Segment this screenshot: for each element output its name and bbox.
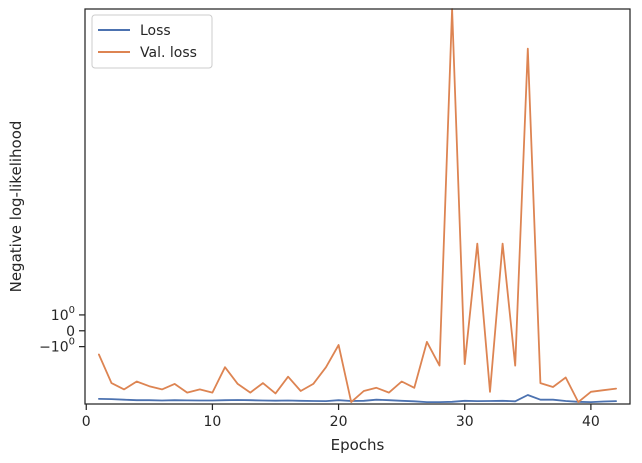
legend: Loss Val. loss bbox=[91, 14, 213, 69]
series-layer bbox=[98, 8, 617, 404]
series-line-loss bbox=[98, 394, 617, 404]
legend-label-val-loss: Val. loss bbox=[140, 45, 197, 61]
y-axis-label: Negative log-likelihood bbox=[7, 121, 25, 293]
legend-box bbox=[91, 14, 213, 69]
plot-frame bbox=[84, 8, 631, 405]
y-tick-label: 0 bbox=[66, 324, 75, 340]
x-tick-label: 20 bbox=[330, 414, 348, 430]
x-tick-label: 40 bbox=[582, 414, 600, 430]
series-line-val-loss bbox=[98, 8, 617, 404]
x-tick-label: 0 bbox=[82, 414, 91, 430]
x-tick-label: 10 bbox=[204, 414, 222, 430]
x-axis-label: Epochs bbox=[331, 436, 385, 454]
y-tick-label: 100 bbox=[51, 305, 75, 324]
y-tick-label: −100 bbox=[39, 337, 75, 356]
x-tick-label: 30 bbox=[456, 414, 474, 430]
legend-label-loss: Loss bbox=[140, 23, 171, 39]
